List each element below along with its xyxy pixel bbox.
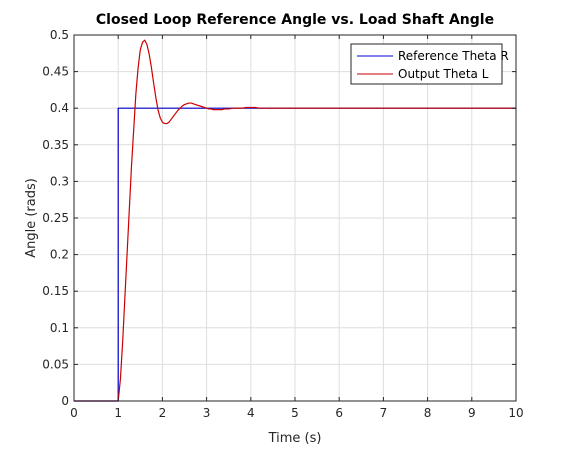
- x-tick-labels: 0 1 2 3 4 5 6 7 8 9 10: [70, 406, 523, 420]
- legend-box: [350, 43, 503, 85]
- y-tick-label: 0.35: [42, 138, 69, 152]
- x-tick-label: 8: [424, 406, 432, 420]
- tick-marks: [73, 34, 517, 402]
- x-tick-label: 4: [247, 406, 255, 420]
- y-tick-label: 0.25: [42, 211, 69, 225]
- chart-title: Closed Loop Reference Angle vs. Load Sha…: [96, 12, 494, 28]
- x-tick-label: 0: [70, 406, 78, 420]
- x-tick-label: 6: [335, 406, 343, 420]
- y-tick-label: 0.05: [42, 357, 69, 371]
- x-tick-label: 9: [468, 406, 476, 420]
- x-tick-label: 10: [508, 406, 523, 420]
- series-line-output-theta-l: [74, 39, 516, 402]
- y-tick-label: 0.4: [50, 101, 69, 115]
- x-tick-label: 7: [380, 406, 388, 420]
- legend-label-reference: Reference Theta R: [398, 49, 509, 63]
- y-axis-label: Angle (rads): [24, 178, 39, 258]
- y-tick-labels: 0 0.05 0.1 0.15 0.2 0.25 0.3 0.35 0.4 0.45 0.5: [42, 28, 69, 408]
- y-tick-label: 0.1: [50, 321, 69, 335]
- x-tick-label: 3: [203, 406, 211, 420]
- x-axis-label: Time (s): [268, 431, 322, 446]
- x-tick-label: 1: [114, 406, 122, 420]
- y-tick-label: 0: [61, 394, 69, 408]
- y-tick-label: 0.2: [50, 248, 69, 262]
- y-tick-label: 0.15: [42, 284, 69, 298]
- legend: Reference Theta R Output Theta L: [350, 43, 509, 85]
- x-tick-label: 5: [291, 406, 299, 420]
- y-tick-label: 0.45: [42, 65, 69, 79]
- y-tick-label: 0.3: [50, 174, 69, 188]
- x-tick-label: 2: [159, 406, 167, 420]
- legend-label-output: Output Theta L: [398, 67, 489, 81]
- y-tick-label: 0.5: [50, 28, 69, 42]
